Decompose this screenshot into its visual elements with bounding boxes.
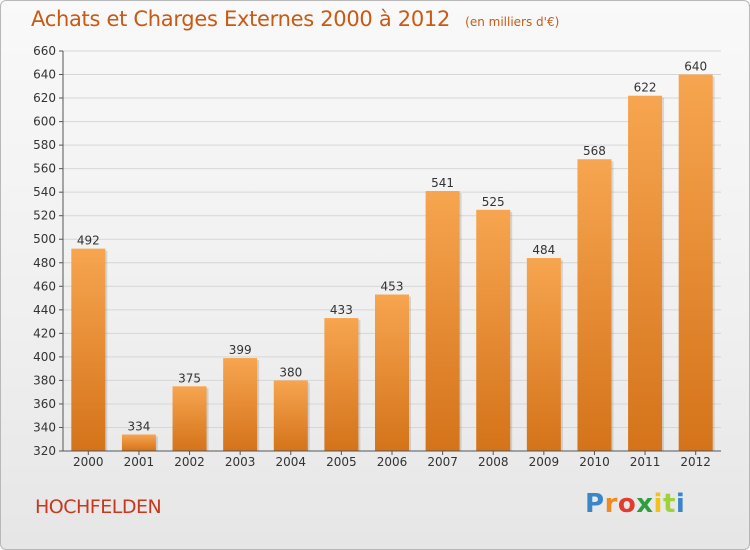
data-labels: 492 334 375 399 380 433 453 541 525 484 568 622 640 bbox=[77, 60, 707, 434]
x-tick-label: 2010 bbox=[579, 455, 610, 469]
y-tick-label: 600 bbox=[33, 115, 56, 129]
x-tick-label: 2011 bbox=[630, 455, 661, 469]
logo-letter: i bbox=[653, 489, 663, 519]
y-tick-label: 320 bbox=[33, 444, 56, 458]
y-tick-label: 460 bbox=[33, 279, 56, 293]
x-tick-label: 2004 bbox=[275, 455, 306, 469]
y-tick-label: 420 bbox=[33, 326, 56, 340]
commune-name: HOCHFELDEN bbox=[35, 496, 162, 518]
y-tick-label: 500 bbox=[33, 232, 56, 246]
proxiti-logo[interactable]: Proxiti bbox=[585, 489, 685, 519]
data-label: 492 bbox=[77, 234, 100, 248]
bar bbox=[121, 434, 156, 451]
bar bbox=[628, 95, 663, 452]
x-axis: 2000 2001 2002 2003 2004 2005 2006 2007 2008 2009… bbox=[63, 450, 721, 469]
bar bbox=[71, 248, 106, 451]
y-tick-label: 480 bbox=[33, 256, 56, 270]
y-tick-label: 380 bbox=[33, 373, 56, 387]
data-label: 541 bbox=[431, 176, 454, 190]
logo-letter: x bbox=[636, 489, 654, 519]
chart-title: Achats et Charges Externes 2000 à 2012 bbox=[31, 7, 451, 31]
bar bbox=[223, 358, 258, 451]
x-tick-label: 2009 bbox=[529, 455, 560, 469]
data-label: 375 bbox=[178, 371, 201, 385]
x-tick-label: 2002 bbox=[174, 455, 205, 469]
x-tick-label: 2003 bbox=[225, 455, 256, 469]
logo-letter: t bbox=[662, 489, 676, 519]
bars bbox=[71, 74, 715, 452]
x-tick-label: 2007 bbox=[427, 455, 458, 469]
y-tick-label: 640 bbox=[33, 68, 56, 82]
data-label: 334 bbox=[127, 420, 150, 434]
x-tick-label: 2000 bbox=[73, 455, 104, 469]
data-label: 640 bbox=[684, 60, 707, 74]
bar bbox=[273, 380, 308, 451]
data-label: 399 bbox=[229, 343, 252, 357]
y-tick-label: 520 bbox=[33, 209, 56, 223]
logo-letter: P bbox=[585, 489, 605, 519]
y-tick-label: 580 bbox=[33, 138, 56, 152]
data-label: 525 bbox=[482, 195, 505, 209]
logo-letter: r bbox=[604, 489, 618, 519]
bar bbox=[577, 159, 612, 451]
y-tick-label: 560 bbox=[33, 162, 56, 176]
chart-subtitle: (en milliers d'€) bbox=[465, 15, 560, 29]
data-label: 380 bbox=[279, 365, 302, 379]
x-tick-label: 2012 bbox=[680, 455, 711, 469]
y-tick-label: 540 bbox=[33, 185, 56, 199]
x-tick-label: 2008 bbox=[478, 455, 509, 469]
data-label: 568 bbox=[583, 144, 606, 158]
logo-letter: o bbox=[617, 489, 637, 519]
y-tick-label: 340 bbox=[33, 420, 56, 434]
logo-letter: i bbox=[675, 489, 686, 519]
y-tick-label: 660 bbox=[33, 44, 56, 58]
data-label: 484 bbox=[532, 243, 555, 257]
x-tick-label: 2001 bbox=[124, 455, 155, 469]
data-label: 433 bbox=[330, 303, 353, 317]
data-label: 453 bbox=[381, 280, 404, 294]
y-tick-label: 400 bbox=[33, 350, 56, 364]
bar bbox=[324, 318, 359, 451]
data-label: 622 bbox=[634, 81, 657, 95]
title-row: Achats et Charges Externes 2000 à 2012 (… bbox=[31, 7, 559, 31]
y-axis: 320 340 360 380 400 420 440 460 480 500 520 540 560 5… bbox=[33, 44, 64, 458]
bar bbox=[476, 209, 511, 451]
y-tick-label: 440 bbox=[33, 303, 56, 317]
bar bbox=[526, 258, 561, 451]
y-tick-label: 360 bbox=[33, 397, 56, 411]
bar bbox=[425, 191, 460, 451]
bar bbox=[172, 386, 207, 451]
x-tick-label: 2006 bbox=[377, 455, 408, 469]
bar bbox=[678, 74, 713, 451]
y-tick-label: 620 bbox=[33, 91, 56, 105]
x-tick-label: 2005 bbox=[326, 455, 357, 469]
bar bbox=[375, 294, 409, 451]
